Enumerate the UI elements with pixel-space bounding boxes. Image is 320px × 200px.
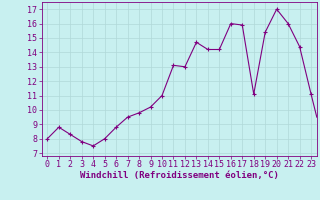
- X-axis label: Windchill (Refroidissement éolien,°C): Windchill (Refroidissement éolien,°C): [80, 171, 279, 180]
